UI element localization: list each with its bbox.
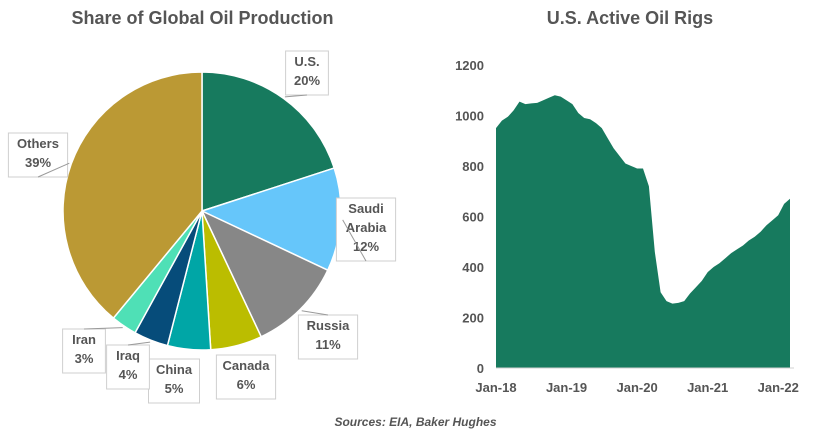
y-tick-label: 800 [462, 159, 484, 174]
svg-text:6%: 6% [237, 377, 256, 392]
pie-slice-others [62, 71, 203, 320]
y-tick-label: 1000 [455, 109, 484, 124]
y-tick-label: 1200 [455, 58, 484, 73]
x-tick-label: Jan-22 [758, 380, 799, 395]
pie-chart-title: Share of Global Oil Production [71, 8, 334, 28]
svg-text:Iran: Iran [72, 332, 96, 347]
svg-text:39%: 39% [25, 155, 51, 170]
svg-text:U.S.: U.S. [294, 54, 319, 69]
svg-text:Canada: Canada [223, 358, 271, 373]
pie-slice-us [201, 71, 336, 213]
svg-text:20%: 20% [294, 73, 320, 88]
source-note: Sources: EIA, Baker Hughes [334, 415, 497, 429]
svg-text:3%: 3% [75, 351, 94, 366]
pie-label-iraq: Iraq 4% [106, 344, 150, 390]
y-tick-label: 0 [477, 361, 484, 376]
svg-text:12%: 12% [353, 239, 379, 254]
area-chart: 0 200 400 600 800 1000 1200 Jan-18 Jan-19 Jan-20 J… [455, 58, 799, 395]
y-tick-label: 600 [462, 210, 484, 225]
pie-label-china: China 5% [148, 358, 200, 404]
pie-leader-line [342, 219, 367, 262]
svg-text:4%: 4% [119, 367, 138, 382]
x-tick-label: Jan-19 [546, 380, 587, 395]
pie-label-iran: Iran 3% [62, 328, 106, 374]
pie-chart: U.S. 20% Saudi Arabia 12% Russia 11% Canada 6% Ch… [7, 50, 397, 404]
x-tick-label: Jan-18 [475, 380, 516, 395]
x-tick-label: Jan-20 [617, 380, 658, 395]
pie-label-us: U.S. 20% [285, 50, 329, 96]
pie-label-saudi-arabia: Saudi Arabia 12% [335, 197, 397, 262]
svg-text:China: China [156, 362, 193, 377]
svg-text:Saudi: Saudi [348, 201, 383, 216]
svg-text:Arabia: Arabia [346, 220, 387, 235]
area-chart-title: U.S. Active Oil Rigs [546, 8, 714, 28]
pie-slice-russia [200, 209, 329, 338]
svg-text:11%: 11% [315, 337, 341, 352]
svg-text:Iraq: Iraq [116, 348, 140, 363]
pie-leader-line [301, 310, 329, 316]
pie-label-russia: Russia 11% [297, 314, 359, 360]
svg-text:Russia: Russia [307, 318, 350, 333]
x-tick-label: Jan-21 [687, 380, 728, 395]
pie-label-others: Others 39% [7, 132, 69, 178]
pie-leader-line [83, 327, 123, 330]
pie-leader-line [284, 94, 308, 98]
y-tick-label: 200 [462, 311, 484, 326]
y-tick-label: 400 [462, 260, 484, 275]
rig-count-area [496, 95, 790, 369]
svg-text:5%: 5% [165, 381, 184, 396]
svg-text:Others: Others [17, 136, 59, 151]
pie-label-canada: Canada 6% [215, 354, 277, 400]
pie-leader-line [127, 341, 151, 346]
pie-leader-line [37, 162, 70, 178]
